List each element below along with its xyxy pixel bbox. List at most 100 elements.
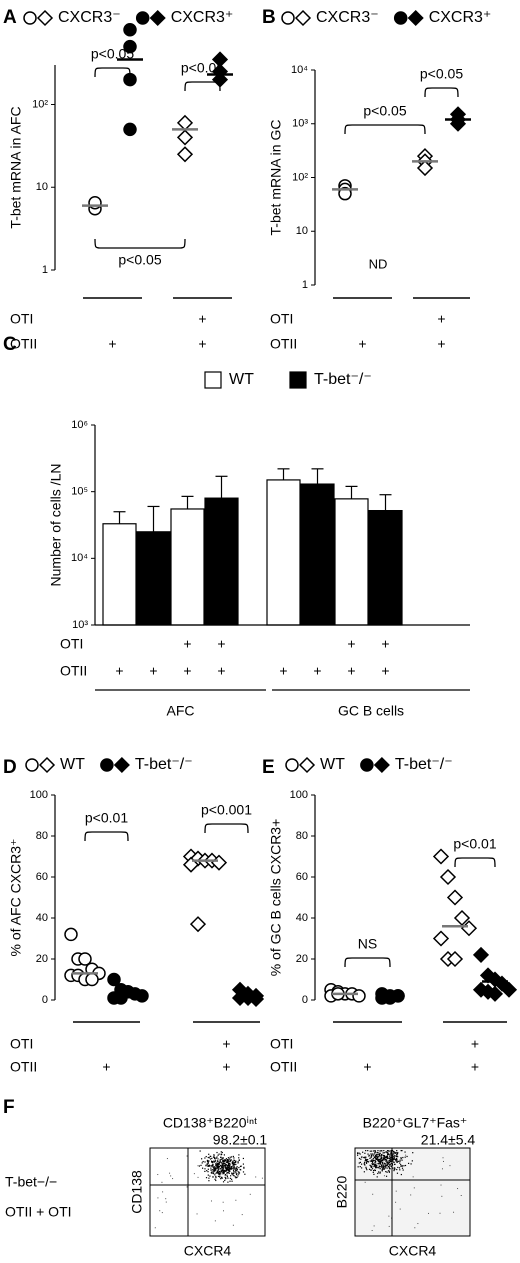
event-dot	[405, 1154, 407, 1156]
legend-symbol	[38, 756, 56, 774]
event-dot	[223, 1171, 225, 1173]
bracket	[344, 957, 391, 968]
event-dot	[396, 1168, 398, 1171]
event-dot	[388, 1163, 390, 1165]
event-dot	[393, 1151, 396, 1153]
event-dot	[360, 1156, 363, 1158]
event-dot	[208, 1180, 210, 1182]
event-dot	[213, 1157, 216, 1159]
event-dot	[235, 1161, 237, 1164]
event-dot	[244, 1173, 246, 1175]
event-dot	[157, 1197, 159, 1199]
event-dot	[210, 1200, 212, 1202]
condition-label: OTII	[10, 336, 37, 352]
condition-label: OTII	[270, 1059, 297, 1075]
event-dot	[231, 1161, 233, 1163]
condition-mark: +	[358, 336, 366, 352]
event-dot	[207, 1160, 209, 1162]
event-dot	[223, 1161, 225, 1163]
legend-symbol	[294, 9, 312, 27]
event-dot	[236, 1168, 239, 1170]
event-dot	[218, 1168, 220, 1170]
event-dot	[213, 1167, 215, 1169]
event-dot	[238, 1157, 240, 1159]
event-dot	[373, 1153, 375, 1155]
event-dot	[359, 1161, 362, 1163]
event-dot	[379, 1165, 381, 1167]
event-dot	[223, 1162, 225, 1165]
event-dot	[397, 1166, 399, 1169]
event-dot	[221, 1176, 223, 1178]
event-dot	[239, 1168, 241, 1171]
event-dot	[222, 1167, 224, 1169]
point	[88, 195, 102, 210]
event-dot	[413, 1187, 415, 1189]
event-dot	[224, 1179, 226, 1181]
event-dot	[225, 1167, 227, 1169]
point	[176, 114, 194, 131]
event-dot	[210, 1167, 212, 1169]
event-dot	[393, 1161, 395, 1163]
event-dot	[223, 1154, 225, 1156]
condition-mark: +	[222, 1036, 230, 1052]
event-dot	[389, 1157, 391, 1159]
event-dot	[219, 1176, 221, 1178]
legend-symbol	[298, 756, 316, 774]
legend-symbol	[281, 11, 295, 25]
event-dot	[383, 1168, 385, 1170]
y-axis-label: CD138	[129, 1170, 145, 1214]
event-dot	[428, 1212, 430, 1214]
event-dot	[197, 1165, 199, 1167]
event-dot	[211, 1157, 213, 1160]
event-dot	[376, 1154, 378, 1156]
event-dot	[230, 1178, 233, 1180]
event-dot	[384, 1157, 386, 1159]
event-dot	[233, 1171, 235, 1173]
event-dot	[206, 1159, 209, 1162]
legend-label: T-bet⁻/⁻	[135, 756, 193, 773]
event-dot	[234, 1161, 237, 1163]
event-dot	[373, 1163, 375, 1166]
event-dot	[375, 1165, 377, 1167]
event-dot	[217, 1158, 219, 1160]
event-dot	[220, 1156, 222, 1158]
event-dot	[453, 1211, 455, 1213]
event-dot	[360, 1158, 362, 1160]
event-dot	[417, 1223, 419, 1225]
event-dot	[388, 1157, 391, 1159]
event-dot	[208, 1165, 211, 1167]
event-dot	[370, 1166, 373, 1169]
event-dot	[161, 1212, 163, 1214]
event-dot	[386, 1150, 389, 1152]
event-dot	[217, 1167, 220, 1169]
event-dot	[208, 1153, 210, 1155]
event-dot	[226, 1166, 228, 1168]
event-dot	[388, 1168, 391, 1170]
event-dot	[221, 1158, 223, 1160]
event-dot	[393, 1158, 395, 1160]
event-dot	[219, 1173, 221, 1175]
event-dot	[227, 1168, 230, 1171]
event-dot	[207, 1161, 209, 1163]
event-dot	[229, 1156, 231, 1158]
event-dot	[379, 1152, 381, 1154]
event-dot	[214, 1157, 216, 1160]
y-tick-label: 60	[296, 871, 308, 883]
event-dot	[226, 1169, 229, 1171]
condition-mark: +	[217, 636, 225, 652]
event-dot	[371, 1168, 374, 1170]
event-dot	[225, 1177, 227, 1179]
event-dot	[375, 1158, 377, 1160]
y-tick-label: 0	[42, 994, 48, 1006]
annotation: p<0.05	[363, 103, 406, 119]
event-dot	[386, 1163, 388, 1165]
event-dot	[370, 1165, 372, 1167]
event-dot	[225, 1169, 227, 1171]
event-dot	[367, 1150, 369, 1152]
event-dot	[239, 1165, 242, 1168]
event-dot	[229, 1160, 231, 1163]
event-dot	[390, 1156, 392, 1158]
y-tick-label: 80	[36, 830, 48, 842]
event-dot	[215, 1169, 217, 1171]
